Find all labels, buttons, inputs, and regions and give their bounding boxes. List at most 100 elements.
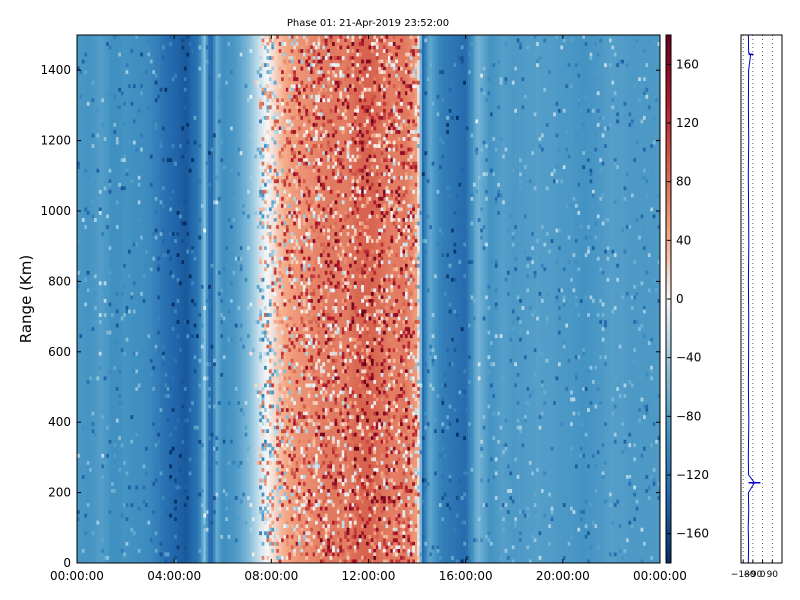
heatmap-column (509, 35, 513, 563)
heatmap-cell (283, 446, 287, 451)
heatmap-cell (307, 517, 311, 522)
heatmap-cell (268, 492, 272, 497)
heatmap-cell (400, 531, 403, 536)
heatmap-cell (319, 291, 323, 296)
heatmap-cell (290, 115, 294, 120)
heatmap-cell (322, 439, 326, 444)
heatmap-cell (142, 45, 146, 50)
heatmap-cell (298, 510, 301, 515)
heatmap-cell (232, 196, 236, 201)
heatmap-cell (332, 541, 335, 546)
heatmap-cell (380, 63, 384, 67)
heatmap-cell (339, 358, 343, 363)
heatmap-cell (390, 168, 394, 173)
heatmap-cell (506, 291, 510, 296)
heatmap-cell (91, 524, 95, 529)
heatmap-cell (183, 545, 187, 550)
heatmap-cell (463, 492, 466, 497)
heatmap-cell (329, 499, 333, 504)
heatmap-cell (106, 42, 109, 46)
heatmap-cell (307, 207, 311, 212)
heatmap-cell (307, 193, 311, 198)
heatmap-cell (186, 123, 190, 127)
heatmap-cell (455, 182, 459, 187)
heatmap-cell (261, 524, 265, 529)
heatmap-cell (390, 108, 394, 113)
heatmap-cell (395, 130, 398, 134)
heatmap-cell (514, 362, 517, 367)
heatmap-cell (392, 63, 396, 67)
heatmap-cell (329, 394, 333, 398)
heatmap-column (77, 35, 80, 563)
heatmap-cell (472, 316, 476, 321)
heatmap-cell (130, 101, 134, 106)
heatmap-cell (283, 369, 287, 374)
heatmap-cell (441, 70, 445, 75)
heatmap-column (251, 35, 255, 563)
heatmap-cell (307, 489, 311, 493)
heatmap-cell (125, 337, 129, 342)
heatmap-cell (259, 404, 262, 409)
heatmap-cell (300, 66, 304, 71)
heatmap-cell (489, 42, 493, 46)
heatmap-cell (290, 211, 294, 215)
heatmap-cell (259, 527, 262, 532)
heatmap-cell (502, 450, 505, 455)
heatmap-cell (387, 140, 391, 145)
heatmap-column (526, 35, 530, 563)
heatmap-cell (317, 446, 321, 451)
heatmap-cell (409, 489, 413, 493)
heatmap-cell (351, 193, 355, 198)
heatmap-cell (409, 105, 413, 110)
heatmap-cell (378, 541, 381, 546)
heatmap-cell (407, 362, 411, 367)
heatmap-column (613, 35, 617, 563)
heatmap-cell (385, 49, 389, 53)
heatmap-cell (188, 457, 192, 462)
heatmap-cell (407, 260, 411, 265)
heatmap-cell (79, 334, 83, 339)
heatmap-cell (271, 253, 275, 258)
heatmap-cell (378, 432, 381, 437)
heatmap-cell (264, 506, 267, 511)
heatmap-cell (409, 87, 413, 92)
heatmap-cell (307, 467, 311, 472)
heatmap-cell (370, 42, 374, 46)
heatmap-cell (351, 126, 355, 131)
heatmap-cell (502, 527, 505, 532)
heatmap-cell (397, 77, 401, 82)
heatmap-cell (278, 499, 282, 504)
heatmap-cell (317, 161, 321, 166)
heatmap-cell (370, 425, 374, 430)
heatmap-cell (482, 91, 486, 96)
heatmap-cell (358, 70, 362, 75)
heatmap-cell (283, 66, 287, 71)
heatmap-cell (390, 436, 394, 441)
heatmap-cell (225, 165, 228, 170)
heatmap-cell (295, 464, 299, 469)
heatmap-cell (417, 439, 420, 444)
heatmap-cell (319, 98, 323, 103)
heatmap-cell (298, 175, 301, 180)
heatmap-cell (400, 249, 403, 254)
heatmap-cell (298, 506, 301, 511)
heatmap-cell (414, 432, 418, 437)
heatmap-cell (397, 87, 401, 92)
heatmap-cell (174, 559, 177, 563)
heatmap-cell (251, 517, 255, 522)
heatmap-cell (94, 274, 97, 279)
heatmap-column (448, 35, 452, 563)
heatmap-cell (351, 415, 355, 419)
heatmap-column (577, 35, 581, 563)
heatmap-cell (380, 277, 384, 282)
heatmap-cell (135, 147, 139, 152)
heatmap-cell (106, 330, 109, 335)
heatmap-cell (302, 87, 306, 92)
heatmap-cell (106, 151, 109, 155)
heatmap-cell (436, 94, 440, 99)
heatmap-cell (341, 450, 345, 455)
heatmap-cell (273, 302, 277, 307)
heatmap-cell (366, 196, 369, 201)
heatmap-cell (414, 415, 418, 419)
heatmap-column (553, 35, 556, 563)
